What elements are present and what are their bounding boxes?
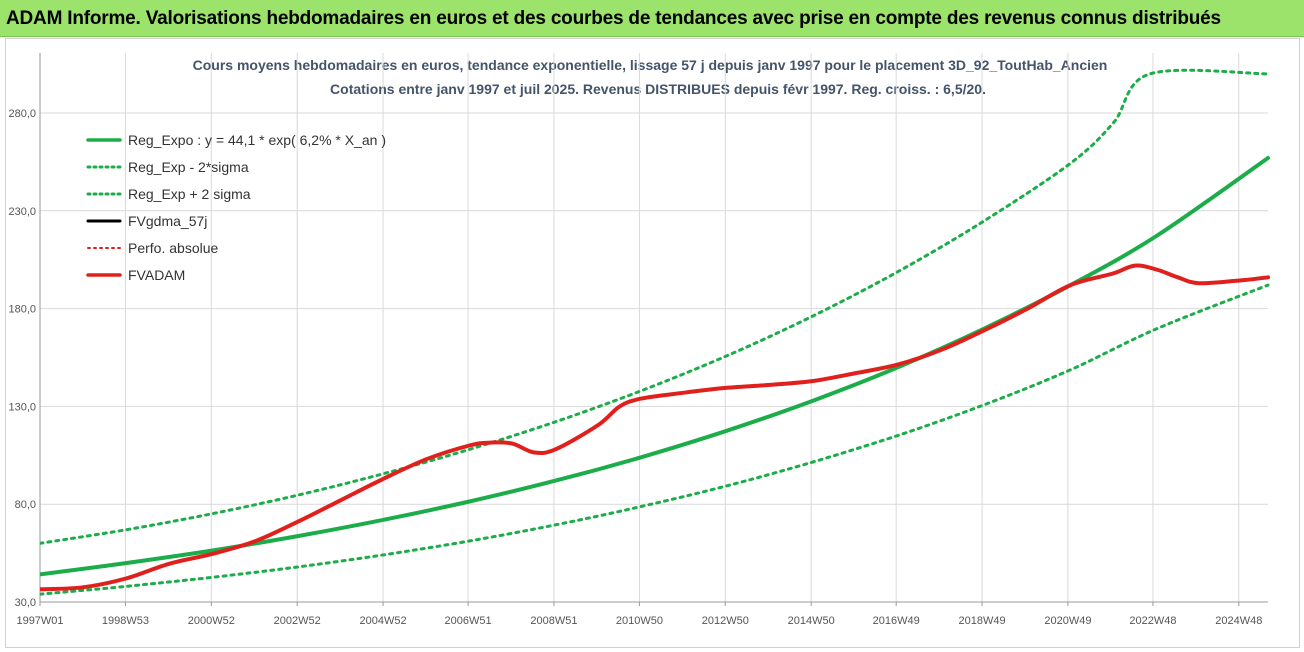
series-lines xyxy=(40,68,1270,596)
chart-frame xyxy=(5,38,1300,648)
x-tick-label: 2000W52 xyxy=(188,615,235,627)
x-tick-label: 2006W51 xyxy=(445,615,492,627)
lower-band-line xyxy=(40,283,1270,596)
legend-entry: FVADAM xyxy=(128,267,185,283)
x-tick-label: 1997W01 xyxy=(16,615,63,627)
x-tick-label: 2004W52 xyxy=(360,615,407,627)
x-tick-label: 2014W50 xyxy=(788,615,835,627)
x-tick-label: 2024W48 xyxy=(1215,615,1262,627)
axes: 30,0 80,0 130,0 180,0 230,0 280,0 1997W01 1998W… xyxy=(8,53,1268,627)
chart-subtitle: Cotations entre janv 1997 et juil 2025. … xyxy=(330,81,986,97)
x-tick-label: 2016W49 xyxy=(873,615,920,627)
y-tick-label: 280,0 xyxy=(8,108,36,120)
legend-entry: Perfo. absolue xyxy=(128,240,218,256)
legend-entry: FVgdma_57j xyxy=(128,213,207,229)
x-tick-label: 1998W53 xyxy=(102,615,149,627)
x-tick-label: 2010W50 xyxy=(616,615,663,627)
x-tick-label: 2012W50 xyxy=(702,615,749,627)
fvadam-line xyxy=(40,263,1270,592)
x-tick-label: 2008W51 xyxy=(530,615,577,627)
banner-title: ADAM Informe. Valorisations hebdomadaire… xyxy=(6,8,1221,29)
report-banner: ADAM Informe. Valorisations hebdomadaire… xyxy=(0,0,1304,37)
upper-band-line xyxy=(40,68,1270,545)
x-tick-label: 2020W49 xyxy=(1044,615,1091,627)
y-tick-label: 130,0 xyxy=(8,401,36,413)
x-tick-label: 2022W48 xyxy=(1129,615,1176,627)
x-tick-label: 2018W49 xyxy=(958,615,1005,627)
legend-entry: Reg_Expo : y = 44,1 * exp( 6,2% * X_an ) xyxy=(128,132,386,148)
legend-entry: Reg_Exp - 2*sigma xyxy=(128,159,249,175)
y-tick-label: 230,0 xyxy=(8,206,36,218)
chart-title: Cours moyens hebdomadaires en euros, ten… xyxy=(193,57,1108,73)
y-tick-label: 30,0 xyxy=(15,597,36,609)
legend: Reg_Expo : y = 44,1 * exp( 6,2% * X_an )… xyxy=(86,132,386,283)
y-tick-label: 80,0 xyxy=(15,499,36,511)
y-tick-label: 180,0 xyxy=(8,304,36,316)
legend-entry: Reg_Exp + 2 sigma xyxy=(128,186,251,202)
x-tick-label: 2002W52 xyxy=(274,615,321,627)
